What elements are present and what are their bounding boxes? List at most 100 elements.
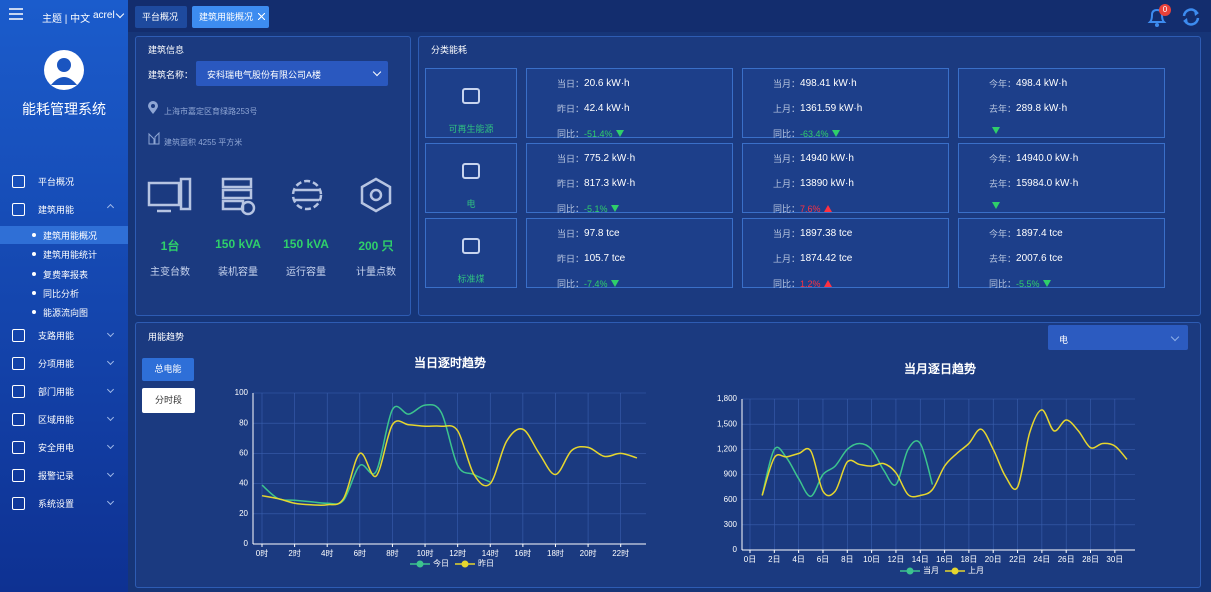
bell[interactable]: [1146, 6, 1168, 28]
tab-close: [258, 13, 265, 20]
stat-label: 昨日：: [557, 104, 585, 114]
location-icon: [148, 101, 158, 114]
legend-label: 昨日: [478, 558, 494, 568]
energy-select[interactable]: [1048, 325, 1188, 350]
stat-value: 150 kVA: [283, 237, 329, 251]
menu-icon: [12, 356, 25, 370]
stat-line: 去年： 2007.6 tce: [989, 252, 1063, 265]
stat-value: 1897.4 tce: [1016, 228, 1063, 239]
submenu-item[interactable]: 建筑用能统计: [43, 250, 98, 261]
stat-cell: [958, 218, 1165, 288]
stat-label: 同比：: [557, 279, 585, 289]
menu-toggle[interactable]: [8, 7, 24, 21]
stat-cell: [958, 143, 1165, 213]
line-series: [761, 440, 934, 498]
legend-label: 今日: [433, 558, 449, 568]
stat-value: 13890 kW·h: [800, 178, 854, 189]
stat-label: 当月：: [773, 229, 801, 239]
stat-label: 装机容量: [218, 267, 258, 278]
y-tick-label: 80: [239, 418, 248, 427]
menu-item[interactable]: 系统设置: [38, 498, 75, 509]
stat-cell: [958, 68, 1165, 138]
stat-label: 运行容量: [286, 267, 326, 278]
button-total[interactable]: 总电能: [142, 358, 194, 381]
menu-item[interactable]: 安全用电: [38, 442, 75, 453]
stat-label: 去年：: [989, 254, 1017, 264]
address: 上海市嘉定区育绿路253号: [164, 107, 258, 116]
x-tick-label: 22日: [1009, 555, 1026, 564]
user-name[interactable]: acrel: [93, 10, 115, 21]
stat-line: 当日： 97.8 tce: [557, 227, 620, 240]
category-name: 电: [466, 199, 476, 209]
menu-item[interactable]: 建筑用能: [38, 205, 75, 215]
building-select[interactable]: [196, 61, 388, 86]
x-tick-label: 0时: [256, 548, 268, 558]
stat-value: 7.6%: [800, 203, 821, 214]
stat-value: 150 kVA: [215, 237, 261, 251]
stat-value: 2007.6 tce: [1016, 253, 1063, 264]
stat-line: 今年： 1897.4 tce: [989, 227, 1063, 240]
x-tick-label: 4日: [792, 555, 804, 564]
x-tick-label: 14日: [912, 555, 929, 564]
stat-label: 当日：: [557, 154, 585, 164]
stat-label: 计量点数: [356, 267, 396, 278]
menu-bullet: [32, 290, 36, 295]
menu-item[interactable]: 分项用能: [38, 358, 75, 369]
stat-label: 同比：: [557, 129, 585, 139]
menu-item[interactable]: 报警记录: [38, 470, 75, 481]
stat-value: 42.4 kW·h: [584, 103, 630, 114]
y-tick-label: 600: [724, 495, 738, 504]
menu-item[interactable]: 部门用能: [38, 386, 75, 397]
submenu-item[interactable]: 同比分析: [43, 288, 80, 299]
y-tick-label: 900: [724, 470, 738, 479]
stat-label: 昨日：: [557, 254, 585, 264]
stat-line: 同比： 1.2%: [773, 277, 832, 290]
trend-arrow: [831, 130, 840, 137]
tab[interactable]: 建筑用能概况: [192, 6, 269, 28]
daily-chart: 当月逐日趋势 0 300 600 900 1,200 1,500 1,800 0日 2日 4日 6日 8…: [717, 361, 1135, 575]
x-tick-label: 0日: [744, 555, 756, 564]
menu-item[interactable]: 区域用能: [38, 414, 75, 425]
stat-label: 同比：: [773, 279, 801, 289]
x-tick-label: 16时: [514, 548, 531, 558]
legend-marker: [906, 567, 914, 575]
tab[interactable]: 平台概况: [135, 6, 187, 28]
theme-switch[interactable]: 主题 | 中文: [42, 14, 91, 25]
stat-line: 今年： 498.4 kW·h: [989, 77, 1067, 90]
stat-label: 上月：: [773, 179, 801, 189]
stat-label: 去年：: [989, 179, 1017, 189]
category-name: 标准煤: [457, 274, 485, 284]
trend-arrow: [992, 202, 1000, 209]
stat-line: 昨日： 817.3 kW·h: [557, 177, 635, 190]
line-series: [261, 420, 638, 506]
stat-line: 昨日： 42.4 kW·h: [557, 102, 630, 115]
menu-bullet: [32, 252, 36, 257]
stat-line: 上月： 13890 kW·h: [773, 177, 854, 190]
submenu-item[interactable]: 复费率报表: [43, 269, 89, 280]
panel-title: 分类能耗: [431, 45, 468, 55]
x-tick-label: 22时: [612, 548, 629, 558]
stat-line: 上月： 1361.59 kW·h: [773, 102, 862, 115]
chart-title: 当月逐日趋势: [904, 361, 976, 376]
menu-bullet: [32, 310, 36, 315]
submenu-item[interactable]: 建筑用能概况: [43, 231, 98, 241]
menu-icon: [12, 384, 25, 398]
stat-label: 主变台数: [150, 267, 190, 278]
category-name: 可再生能源: [448, 124, 494, 134]
stat-value: -63.4%: [800, 128, 829, 139]
button-period[interactable]: 分时段: [142, 388, 195, 413]
stat-label: 今年：: [989, 154, 1017, 164]
stat-line: 今年： 14940.0 kW·h: [989, 152, 1078, 165]
submenu-item[interactable]: 能源流向图: [43, 308, 89, 319]
stat-line: 当日： 775.2 kW·h: [557, 152, 635, 165]
menu-item[interactable]: 支路用能: [38, 330, 75, 341]
stat-value: 14940 kW·h: [800, 153, 854, 164]
menu-item[interactable]: 平台概况: [38, 177, 75, 187]
trend-arrow: [992, 127, 1000, 134]
x-tick-label: 2时: [288, 548, 300, 558]
y-tick-label: 1,500: [717, 419, 738, 428]
refresh[interactable]: [1180, 6, 1202, 28]
stat-value: 1台: [160, 239, 180, 253]
stat-label: 同比：: [773, 204, 801, 214]
